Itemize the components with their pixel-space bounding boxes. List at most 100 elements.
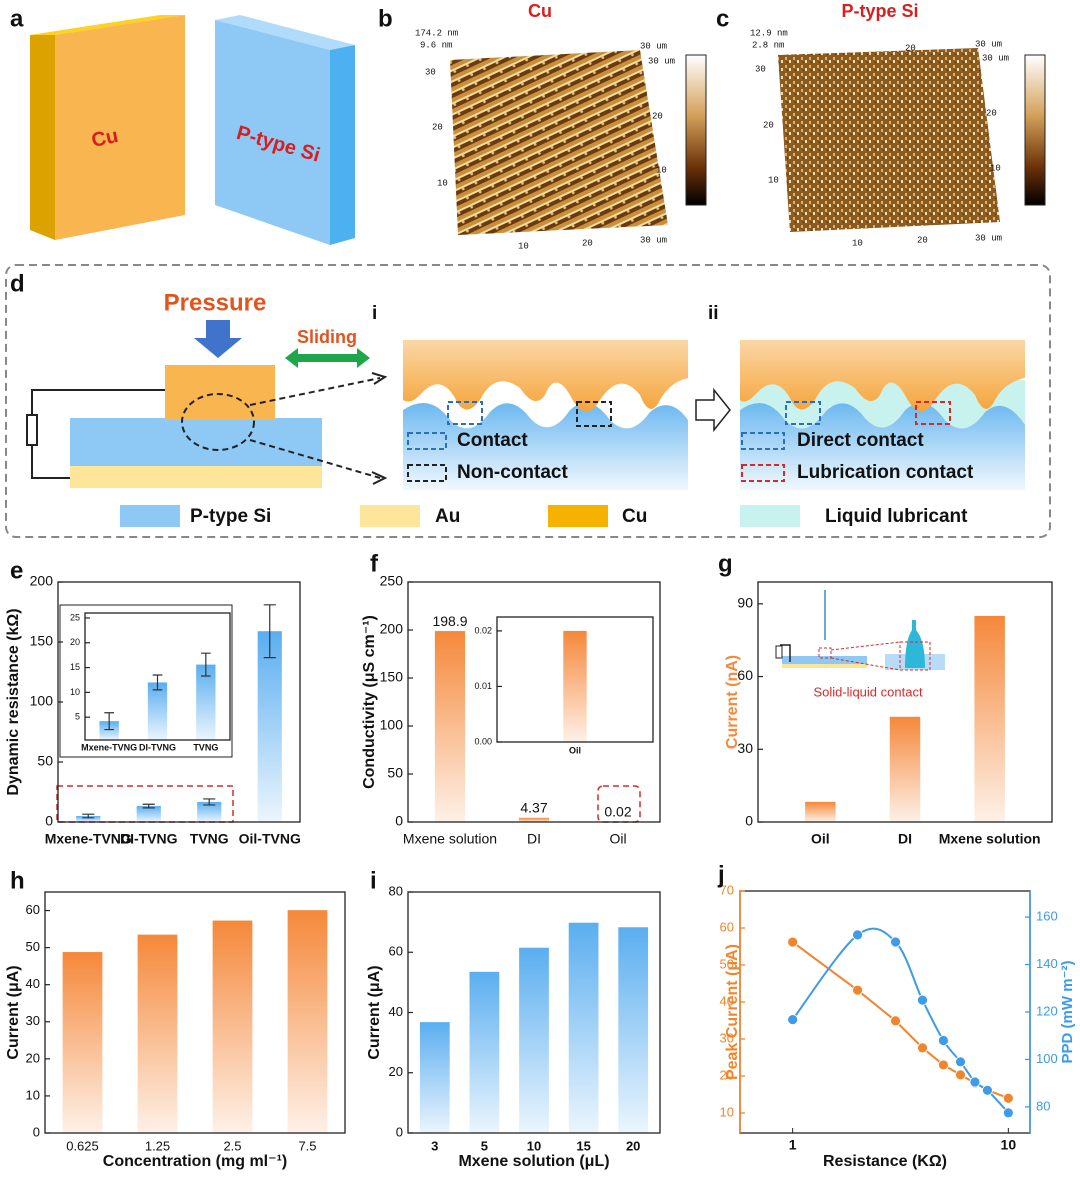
x-tick-label: 10 — [527, 1138, 541, 1153]
afm-tick: 20 — [582, 238, 593, 248]
y2-tick-label: 120 — [1036, 1003, 1058, 1018]
data-point — [917, 994, 928, 1006]
bar — [197, 801, 222, 822]
x-tick-label: DI-TVNG — [139, 742, 176, 752]
z-max: 12.9 nm — [750, 28, 788, 38]
data-point — [938, 1035, 949, 1046]
y-tick-label: 150 — [30, 633, 54, 649]
legend-text: Direct contact — [797, 430, 924, 451]
x-tick-label: 15 — [576, 1138, 590, 1153]
y-tick-label: 100 — [30, 693, 54, 709]
g-inset: Solid-liquid contact — [775, 590, 945, 699]
y-tick-label: 40 — [720, 993, 734, 1008]
y-tick-label: 10 — [70, 687, 80, 697]
legend-swatch — [740, 505, 800, 527]
x-tick-label: Oil-TVNG — [239, 831, 301, 847]
panel-label: h — [10, 867, 25, 894]
y-tick-label: 20 — [70, 637, 80, 647]
panel-b: b Cu 174.2 nm 9.6 nm 30 um 30 20 10 30 u… — [378, 1, 707, 251]
x-tick-label: 2.5 — [223, 1138, 241, 1153]
axis-label: PPD (mW m⁻²) — [1059, 961, 1076, 1064]
x-tick-label: Oil — [811, 831, 830, 847]
color-bar — [685, 54, 707, 206]
y-tick-label: 100 — [380, 717, 404, 733]
value-label: 4.37 — [520, 800, 547, 816]
cu-face — [55, 15, 185, 240]
contact-box — [447, 401, 483, 425]
bar — [287, 910, 328, 1133]
x-tick-label: Mxene solution — [939, 831, 1041, 847]
highlight-box — [597, 785, 641, 823]
bar — [889, 716, 921, 822]
data-point — [890, 1015, 901, 1027]
y-tick-label: 30 — [737, 740, 753, 756]
x-tick-label: 7.5 — [298, 1138, 316, 1153]
y-tick-label: 20 — [26, 1050, 40, 1065]
y-tick-label: 10 — [26, 1087, 40, 1102]
error-bar — [263, 604, 276, 659]
si-surface — [403, 402, 688, 490]
contact-box — [785, 401, 821, 425]
x-tick-label: Mxene-TVNG — [81, 742, 137, 752]
error-bar — [201, 652, 211, 677]
resistor — [26, 414, 38, 446]
data-point — [787, 936, 799, 948]
data-point — [982, 1084, 993, 1096]
x-tick-label: Mxene solution — [403, 831, 497, 847]
z-min: 9.6 nm — [420, 40, 452, 50]
data-point — [917, 1042, 928, 1054]
axis-label: Current (μA) — [5, 965, 22, 1059]
afm-tick: 30 um — [982, 53, 1009, 63]
y-tick-label: 10 — [720, 1104, 734, 1119]
afm-tick: 20 — [652, 111, 663, 121]
x-tick-label: 10 — [1001, 1137, 1017, 1153]
z-min: 2.8 nm — [752, 40, 784, 50]
bar — [136, 806, 161, 822]
cu-top — [30, 15, 185, 35]
y-tick-label: 200 — [30, 573, 54, 589]
y-tick-label: 0 — [395, 813, 403, 829]
y-tick-label: 30 — [720, 1030, 734, 1045]
legend-text: Liquid lubricant — [825, 506, 968, 527]
x-tick-label: TVNG — [193, 742, 218, 752]
error-bar — [152, 674, 163, 691]
y-tick-label: 30 — [26, 1013, 40, 1028]
value-label: 0.02 — [604, 804, 631, 820]
panel-c: c P-type Si 12.9 nm 2.8 nm 20 30 um 30 2… — [716, 1, 1046, 248]
cu-label: Cu — [90, 125, 121, 152]
afm-tick: 30 um — [640, 235, 667, 245]
bar — [196, 664, 216, 740]
afm-tick: 30 um — [975, 39, 1002, 49]
bar — [419, 1022, 450, 1133]
y-tick-label: 150 — [380, 669, 404, 685]
y-tick-label: 20 — [389, 1064, 403, 1079]
au-layer — [70, 466, 322, 488]
cu-surface — [740, 340, 1025, 412]
panel-a: a Cu P-type Si — [10, 5, 355, 245]
axis-label: Conductivity (μS cm⁻¹) — [361, 615, 378, 789]
y-tick-label: 90 — [737, 595, 753, 611]
panel-label: a — [10, 5, 24, 32]
y2-tick-label: 160 — [1036, 909, 1058, 924]
axis-label: Resistance (KΩ) — [823, 1153, 947, 1170]
data-point — [1002, 1107, 1014, 1119]
error-bar — [82, 813, 95, 819]
panel-label: b — [378, 5, 393, 32]
axis-label: Current (nA) — [724, 655, 741, 749]
afm-tick: 10 — [852, 238, 863, 248]
pressure-label: Pressure — [164, 289, 267, 316]
y-tick-label: 60 — [737, 667, 753, 683]
si-top — [215, 15, 355, 50]
axis-label: Current (μA) — [366, 965, 383, 1059]
axis-label: Peak Current (μA) — [724, 944, 741, 1080]
x-tick-label: 5 — [481, 1138, 488, 1153]
plot-frame — [57, 581, 301, 823]
y-tick-label: 70 — [720, 882, 734, 897]
y-tick-label: 80 — [389, 883, 403, 898]
si-face — [215, 20, 330, 245]
y-tick-label: 5 — [75, 712, 80, 722]
data-point — [938, 1059, 949, 1071]
x-tick-label: 1 — [789, 1137, 797, 1153]
axis-label: Dynamic resistance (kΩ) — [5, 608, 22, 795]
